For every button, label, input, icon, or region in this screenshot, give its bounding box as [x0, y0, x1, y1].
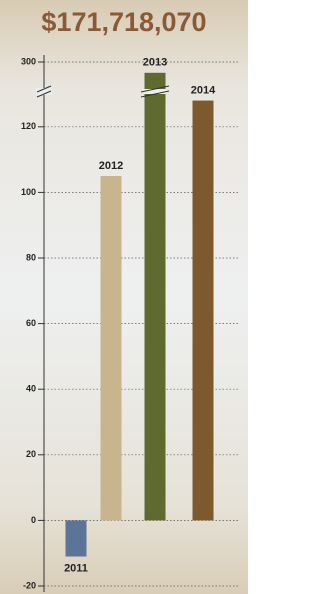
category-label: 2013	[143, 57, 167, 69]
category-label: 2014	[191, 84, 216, 96]
category-label: 2011	[64, 562, 88, 574]
y-tick-label: 60	[26, 318, 36, 328]
chart-title: $171,718,070	[41, 7, 206, 37]
y-tick-label: 0	[31, 515, 36, 525]
y-tick-label: 300	[21, 56, 36, 66]
y-tick-label: 100	[21, 187, 36, 197]
y-tick-label: 120	[21, 121, 36, 131]
chart: $171,718,070 -20 0 20 40 60 80 100 120 300 2011 20…	[0, 0, 248, 594]
y-tick-label: 20	[26, 449, 36, 459]
bar	[66, 520, 87, 556]
bar	[101, 176, 122, 520]
category-label: 2012	[99, 160, 123, 172]
y-tick-label: 40	[26, 384, 36, 394]
y-tick-label: -20	[23, 580, 36, 590]
bar	[193, 101, 214, 521]
y-tick-label: 80	[26, 252, 36, 262]
bar	[145, 73, 166, 521]
bar-break-gap	[144, 89, 167, 94]
